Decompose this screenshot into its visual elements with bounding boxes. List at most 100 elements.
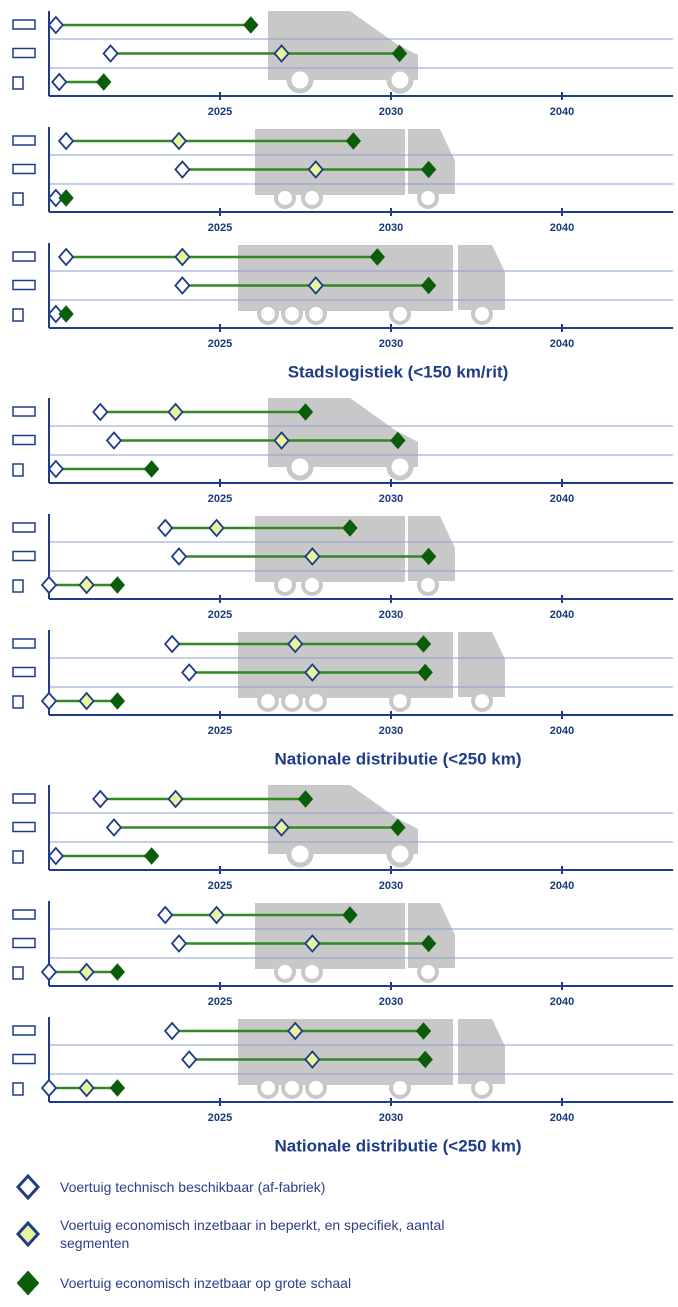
milestone-marker <box>49 848 63 864</box>
vehicle-wheel <box>259 692 277 710</box>
page: 202520302040202520302040202520302040Stad… <box>0 0 678 1307</box>
vehicle-wheel <box>276 963 294 981</box>
row-icon <box>13 407 35 416</box>
milestone-marker <box>175 278 189 294</box>
milestone-marker <box>80 964 94 980</box>
milestone-marker <box>210 520 224 536</box>
vehicle <box>255 516 405 582</box>
milestone-marker <box>169 791 183 807</box>
milestone-marker <box>158 907 172 923</box>
milestone-marker <box>42 964 56 980</box>
milestone-marker <box>107 820 121 836</box>
row-icon <box>13 1083 23 1095</box>
marker <box>18 1223 38 1245</box>
milestone-marker <box>93 404 107 420</box>
row-icon <box>13 193 23 205</box>
row-icon <box>13 165 35 174</box>
milestone-marker <box>172 549 186 565</box>
x-tick-label: 2025 <box>208 996 232 1008</box>
milestone-marker <box>182 1052 196 1068</box>
vehicle-wheel <box>389 69 411 91</box>
x-tick-label: 2040 <box>550 996 574 1008</box>
milestone-marker <box>145 848 159 864</box>
milestone-marker <box>145 461 159 477</box>
vehicle-wheel <box>283 692 301 710</box>
milestone-marker <box>172 936 186 952</box>
milestone-marker <box>169 404 183 420</box>
row-icon <box>13 967 23 979</box>
milestone-marker <box>42 693 56 709</box>
vehicle-wheel <box>389 456 411 478</box>
row-icon <box>13 20 35 29</box>
x-tick-label: 2040 <box>550 1112 574 1124</box>
x-tick-label: 2040 <box>550 493 574 505</box>
vehicle-wheel <box>389 843 411 865</box>
milestone-marker <box>80 1080 94 1096</box>
row-icon <box>13 580 23 592</box>
milestone-marker <box>93 791 107 807</box>
x-tick-label: 2030 <box>379 996 403 1008</box>
milestone-marker <box>49 17 63 33</box>
row-icon <box>13 552 35 561</box>
row-icon <box>13 910 35 919</box>
row-icon <box>13 851 23 863</box>
vehicle <box>255 129 405 195</box>
row-icon <box>13 464 23 476</box>
legend-label: Voertuig economisch inzetbaar op grote s… <box>60 1274 380 1292</box>
row-icon <box>13 523 35 532</box>
x-tick-label: 2025 <box>208 106 232 118</box>
marker <box>18 1272 38 1294</box>
x-tick-label: 2030 <box>379 338 403 350</box>
vehicle-wheel <box>419 576 437 594</box>
row-icon <box>13 309 23 321</box>
legend-label: Voertuig technisch beschikbaar (af-fabri… <box>60 1178 460 1196</box>
vehicle-wheel <box>419 963 437 981</box>
vehicle-wheel <box>307 692 325 710</box>
vehicle-wheel <box>259 1079 277 1097</box>
legend-item: Voertuig technisch beschikbaar (af-fabri… <box>0 1174 460 1200</box>
x-tick-label: 2025 <box>208 880 232 892</box>
vehicle-wheel <box>473 305 491 323</box>
milestone-marker <box>175 249 189 265</box>
row-icon <box>13 77 23 89</box>
legend-marker <box>0 1174 60 1200</box>
milestone-marker <box>97 74 111 90</box>
x-tick-label: 2030 <box>379 106 403 118</box>
milestone-marker <box>52 74 66 90</box>
x-tick-label: 2025 <box>208 338 232 350</box>
milestone-marker <box>165 636 179 652</box>
vehicle-wheel <box>391 692 409 710</box>
x-tick-label: 2040 <box>550 222 574 234</box>
row-icon <box>13 49 35 58</box>
milestone-marker <box>110 577 124 593</box>
row-icon <box>13 794 35 803</box>
vehicle-wheel <box>283 305 301 323</box>
milestone-marker <box>80 693 94 709</box>
vehicle-wheel <box>276 189 294 207</box>
milestone-marker <box>59 249 73 265</box>
milestone-marker <box>172 133 186 149</box>
row-icon <box>13 639 35 648</box>
vehicle-wheel <box>289 69 311 91</box>
caption: Nationale distributie (<250 km) <box>274 749 521 768</box>
vehicle-wheel <box>259 305 277 323</box>
row-icon <box>13 1055 35 1064</box>
x-tick-label: 2030 <box>379 222 403 234</box>
x-tick-label: 2025 <box>208 493 232 505</box>
x-tick-label: 2030 <box>379 609 403 621</box>
legend-item: Voertuig economisch inzetbaar in beperkt… <box>0 1216 470 1252</box>
milestone-marker <box>182 665 196 681</box>
vehicle-wheel <box>473 692 491 710</box>
milestone-marker <box>42 1080 56 1096</box>
x-tick-label: 2025 <box>208 1112 232 1124</box>
x-tick-label: 2040 <box>550 609 574 621</box>
milestone-marker <box>49 461 63 477</box>
milestone-marker <box>80 577 94 593</box>
milestone-marker <box>175 162 189 178</box>
milestone-marker <box>104 46 118 62</box>
milestone-marker <box>158 520 172 536</box>
row-icon <box>13 668 35 677</box>
milestone-marker <box>110 964 124 980</box>
x-tick-label: 2030 <box>379 880 403 892</box>
